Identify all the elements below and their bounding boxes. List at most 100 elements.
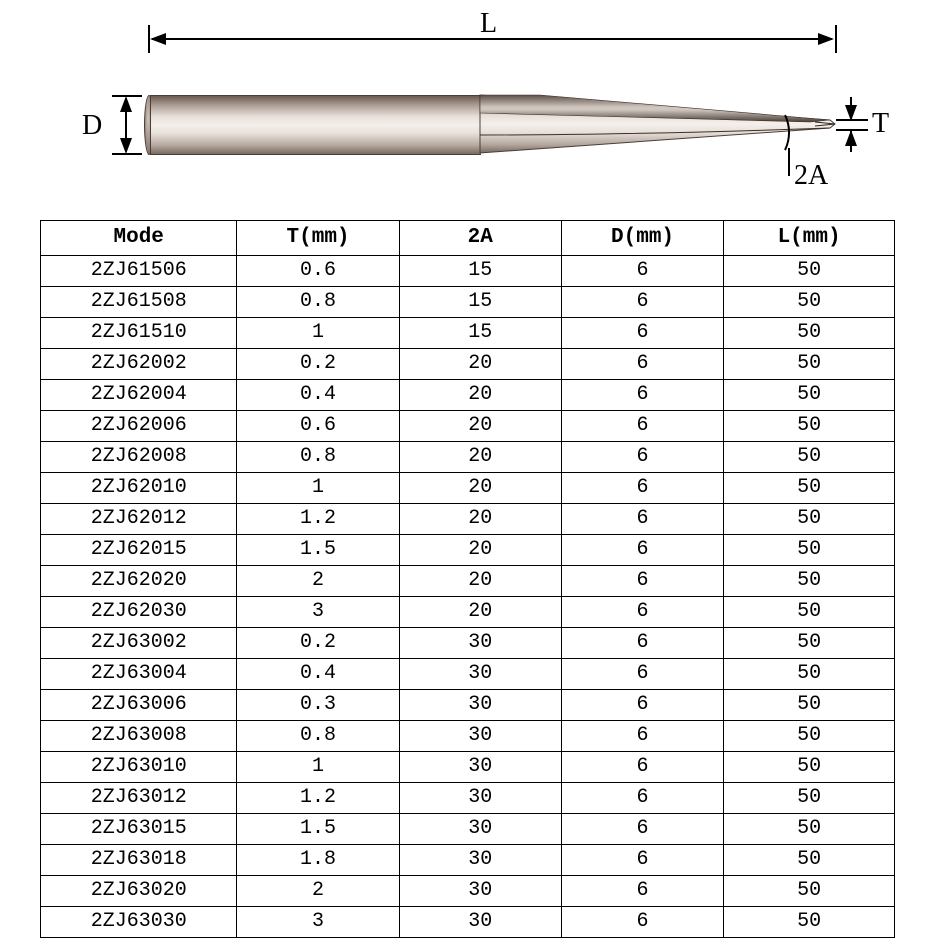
table-cell: 0.4 bbox=[237, 659, 399, 690]
table-cell: 1.2 bbox=[237, 504, 399, 535]
table-row: 2ZJ63030330650 bbox=[41, 907, 895, 938]
table-cell: 2ZJ62020 bbox=[41, 566, 237, 597]
table-cell: 15 bbox=[399, 256, 561, 287]
table-row: 2ZJ620121.220650 bbox=[41, 504, 895, 535]
col-header-d: D(mm) bbox=[561, 221, 723, 256]
table-cell: 6 bbox=[561, 566, 723, 597]
col-header-2a: 2A bbox=[399, 221, 561, 256]
table-cell: 50 bbox=[724, 442, 895, 473]
table-row: 2ZJ620080.820650 bbox=[41, 442, 895, 473]
table-cell: 50 bbox=[724, 535, 895, 566]
table-cell: 30 bbox=[399, 659, 561, 690]
table-cell: 6 bbox=[561, 876, 723, 907]
table-cell: 20 bbox=[399, 473, 561, 504]
table-cell: 2ZJ63020 bbox=[41, 876, 237, 907]
table-cell: 30 bbox=[399, 721, 561, 752]
table-cell: 2ZJ62012 bbox=[41, 504, 237, 535]
d-label: D bbox=[82, 110, 102, 142]
table-cell: 50 bbox=[724, 845, 895, 876]
table-cell: 0.8 bbox=[237, 721, 399, 752]
table-cell: 1 bbox=[237, 752, 399, 783]
table-cell: 6 bbox=[561, 783, 723, 814]
table-row: 2ZJ620060.620650 bbox=[41, 411, 895, 442]
table-cell: 2ZJ63012 bbox=[41, 783, 237, 814]
spec-table: Mode T(mm) 2A D(mm) L(mm) 2ZJ615060.6156… bbox=[40, 220, 895, 938]
table-cell: 6 bbox=[561, 597, 723, 628]
table-cell: 3 bbox=[237, 907, 399, 938]
table-row: 2ZJ630151.530650 bbox=[41, 814, 895, 845]
table-cell: 2ZJ62010 bbox=[41, 473, 237, 504]
table-cell: 30 bbox=[399, 907, 561, 938]
d-arrow-down bbox=[120, 138, 132, 154]
table-cell: 30 bbox=[399, 814, 561, 845]
table-row: 2ZJ630040.430650 bbox=[41, 659, 895, 690]
table-cell: 6 bbox=[561, 411, 723, 442]
table-cell: 0.2 bbox=[237, 349, 399, 380]
table-cell: 6 bbox=[561, 535, 723, 566]
spec-table-wrap: Mode T(mm) 2A D(mm) L(mm) 2ZJ615060.6156… bbox=[40, 220, 895, 938]
col-header-mode: Mode bbox=[41, 221, 237, 256]
tool-taper bbox=[480, 95, 830, 153]
table-cell: 2ZJ63010 bbox=[41, 752, 237, 783]
table-cell: 2ZJ63015 bbox=[41, 814, 237, 845]
table-cell: 50 bbox=[724, 318, 895, 349]
table-cell: 2ZJ62006 bbox=[41, 411, 237, 442]
table-cell: 20 bbox=[399, 566, 561, 597]
table-cell: 30 bbox=[399, 690, 561, 721]
l-label: L bbox=[480, 8, 497, 40]
table-cell: 30 bbox=[399, 628, 561, 659]
table-cell: 30 bbox=[399, 876, 561, 907]
table-cell: 0.2 bbox=[237, 628, 399, 659]
table-cell: 2ZJ62015 bbox=[41, 535, 237, 566]
table-cell: 2ZJ62008 bbox=[41, 442, 237, 473]
table-cell: 2ZJ63018 bbox=[41, 845, 237, 876]
table-body: 2ZJ615060.6156502ZJ615080.8156502ZJ61510… bbox=[41, 256, 895, 938]
col-header-l: L(mm) bbox=[724, 221, 895, 256]
page: L D bbox=[0, 20, 930, 950]
table-cell: 0.8 bbox=[237, 287, 399, 318]
tool-shank bbox=[150, 95, 481, 155]
table-row: 2ZJ630080.830650 bbox=[41, 721, 895, 752]
table-row: 2ZJ615060.615650 bbox=[41, 256, 895, 287]
table-cell: 6 bbox=[561, 752, 723, 783]
table-cell: 50 bbox=[724, 628, 895, 659]
table-cell: 1 bbox=[237, 473, 399, 504]
table-cell: 20 bbox=[399, 504, 561, 535]
table-cell: 50 bbox=[724, 411, 895, 442]
table-cell: 50 bbox=[724, 287, 895, 318]
table-cell: 50 bbox=[724, 349, 895, 380]
table-cell: 15 bbox=[399, 287, 561, 318]
table-cell: 50 bbox=[724, 814, 895, 845]
table-row: 2ZJ630020.230650 bbox=[41, 628, 895, 659]
t-arrow-dn bbox=[845, 105, 857, 121]
table-cell: 50 bbox=[724, 721, 895, 752]
table-cell: 6 bbox=[561, 628, 723, 659]
table-cell: 6 bbox=[561, 690, 723, 721]
table-cell: 1.5 bbox=[237, 535, 399, 566]
table-cell: 50 bbox=[724, 876, 895, 907]
table-cell: 50 bbox=[724, 783, 895, 814]
table-cell: 6 bbox=[561, 659, 723, 690]
table-cell: 6 bbox=[561, 814, 723, 845]
table-cell: 2ZJ61506 bbox=[41, 256, 237, 287]
t-arrow-up bbox=[845, 130, 857, 146]
table-cell: 50 bbox=[724, 752, 895, 783]
l-tick-right bbox=[835, 25, 837, 53]
table-row: 2ZJ620040.420650 bbox=[41, 380, 895, 411]
table-row: 2ZJ615080.815650 bbox=[41, 287, 895, 318]
table-cell: 20 bbox=[399, 349, 561, 380]
table-cell: 20 bbox=[399, 380, 561, 411]
table-cell: 6 bbox=[561, 907, 723, 938]
table-cell: 30 bbox=[399, 845, 561, 876]
l-arrow-right bbox=[818, 33, 834, 45]
table-cell: 1 bbox=[237, 318, 399, 349]
table-row: 2ZJ62010120650 bbox=[41, 473, 895, 504]
table-cell: 2ZJ61510 bbox=[41, 318, 237, 349]
table-cell: 20 bbox=[399, 411, 561, 442]
table-cell: 50 bbox=[724, 597, 895, 628]
table-row: 2ZJ630121.230650 bbox=[41, 783, 895, 814]
table-cell: 0.6 bbox=[237, 411, 399, 442]
table-row: 2ZJ62020220650 bbox=[41, 566, 895, 597]
tool-diagram: L D bbox=[40, 20, 910, 195]
table-cell: 2 bbox=[237, 876, 399, 907]
